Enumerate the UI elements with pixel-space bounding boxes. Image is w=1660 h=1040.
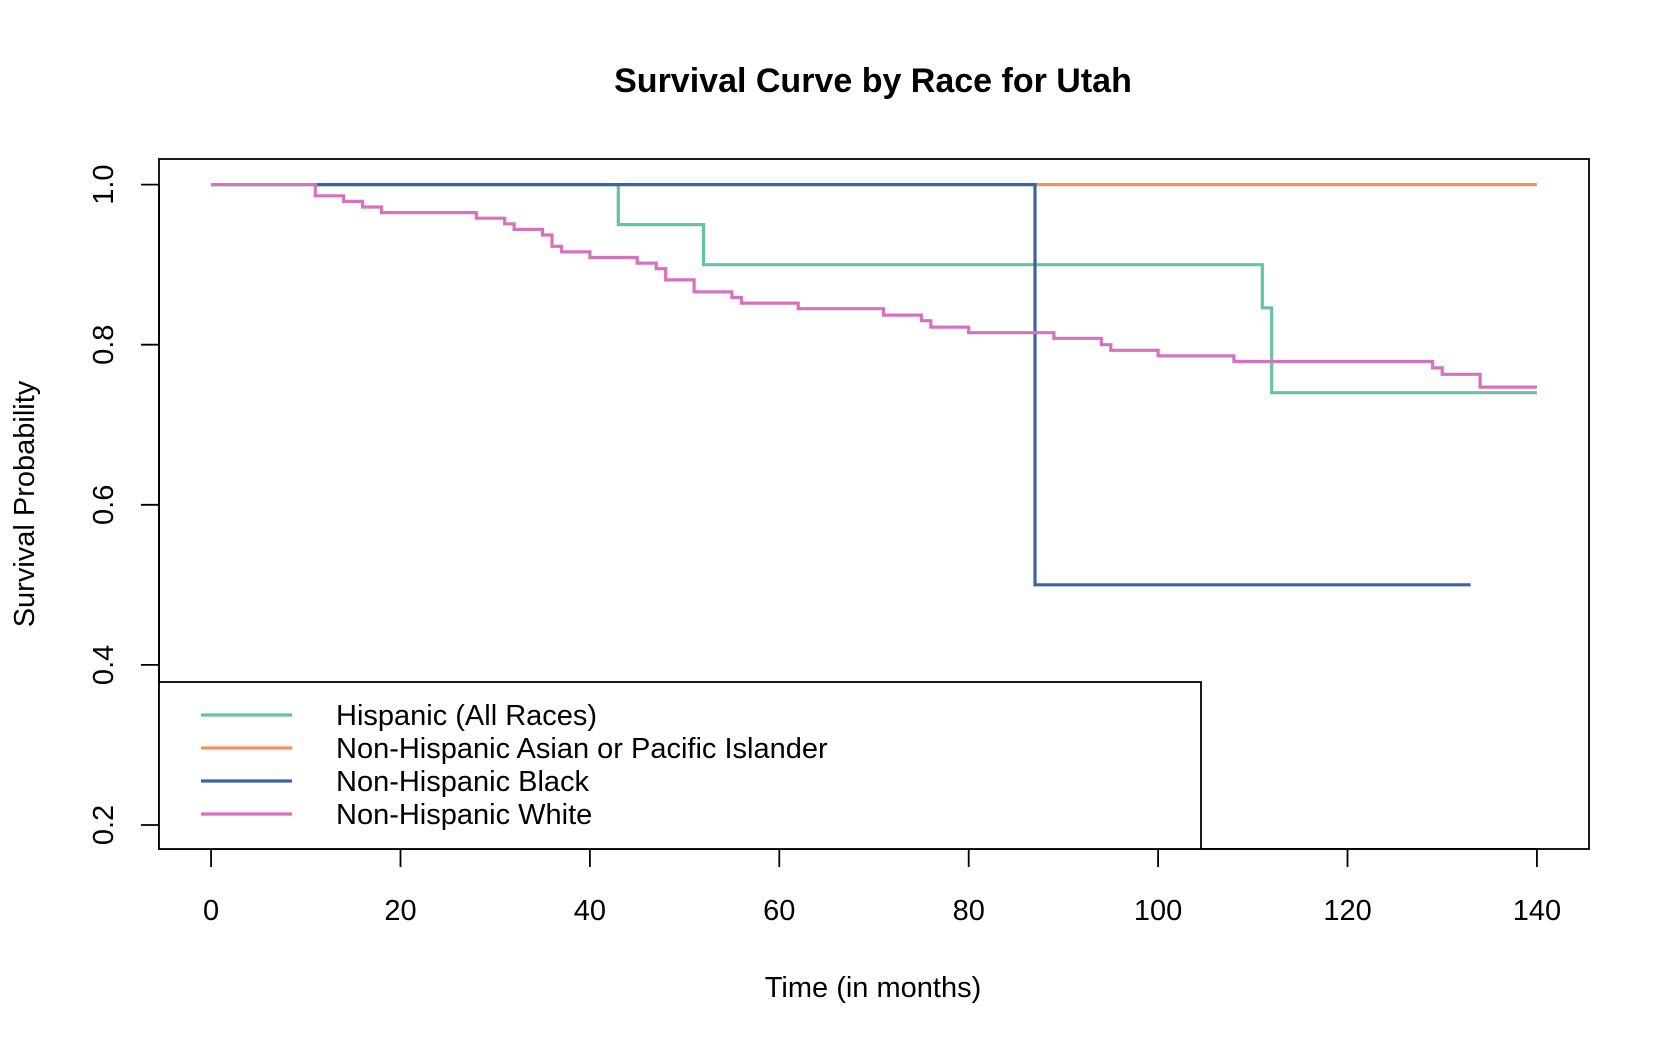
series-line-0 bbox=[211, 183, 1537, 395]
x-tick-label: 140 bbox=[1513, 895, 1561, 927]
legend-label: Non-Hispanic Black bbox=[336, 766, 590, 798]
x-axis-label: Time (in months) bbox=[765, 972, 981, 1004]
y-tick-label: 0.2 bbox=[88, 805, 120, 845]
legend-label: Non-Hispanic White bbox=[336, 799, 592, 831]
series-layer bbox=[211, 183, 1537, 587]
y-tick-label: 0.8 bbox=[88, 325, 120, 365]
y-tick-label: 0.4 bbox=[88, 645, 120, 685]
x-tick-label: 60 bbox=[763, 895, 795, 927]
legend-label: Hispanic (All Races) bbox=[336, 700, 597, 732]
series-line-2 bbox=[315, 183, 1471, 587]
x-tick-label: 100 bbox=[1134, 895, 1182, 927]
x-tick-label: 20 bbox=[384, 895, 416, 927]
y-axis: 0.2 0.4 0.6 0.8 1.0 bbox=[88, 164, 160, 845]
x-tick-label: 80 bbox=[953, 895, 985, 927]
series-line-3 bbox=[211, 183, 1537, 389]
x-tick-label: 120 bbox=[1323, 895, 1371, 927]
chart-title: Survival Curve by Race for Utah bbox=[614, 62, 1132, 100]
legend-label: Non-Hispanic Asian or Pacific Islander bbox=[336, 733, 828, 765]
legend: Hispanic (All Races)Non-Hispanic Asian o… bbox=[158, 681, 1202, 850]
y-tick-label: 1.0 bbox=[88, 164, 120, 204]
y-tick-label: 0.6 bbox=[88, 485, 120, 525]
x-tick-label: 40 bbox=[574, 895, 606, 927]
y-axis-label: Survival Probability bbox=[9, 380, 41, 627]
x-axis: 0 20 40 60 80 100 120 140 bbox=[203, 848, 1561, 927]
legend-box bbox=[158, 681, 1202, 850]
x-tick-label: 0 bbox=[203, 895, 219, 927]
